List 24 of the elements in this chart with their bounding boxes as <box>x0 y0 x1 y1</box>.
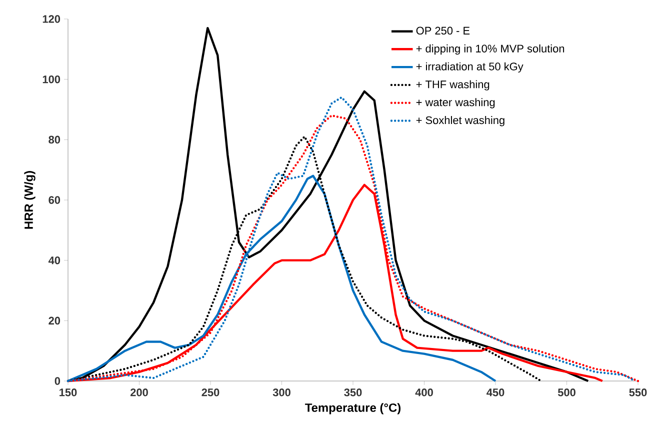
y-tick-label: 0 <box>54 377 60 385</box>
y-tick-label: 100 <box>42 75 60 84</box>
y-axis-title: HRR (W/g) <box>24 171 36 229</box>
x-tick-label: 400 <box>415 388 433 396</box>
legend-label: + Soxhlet washing <box>416 116 504 126</box>
x-tick-label: 150 <box>60 388 77 396</box>
legend-label: + water washing <box>416 98 495 108</box>
x-tick-label: 300 <box>272 388 290 396</box>
x-tick-label: 250 <box>202 388 220 396</box>
x-tick-label: 450 <box>486 388 504 396</box>
legend-label: + THF washing <box>416 80 490 90</box>
y-tick-label: 60 <box>48 196 60 204</box>
x-tick-label: 550 <box>629 388 647 396</box>
x-tick-label: 500 <box>558 388 576 396</box>
legend-label: + dipping in 10% MVP solution <box>416 44 564 55</box>
y-tick-label: 40 <box>48 256 60 264</box>
x-axis-title: Temperature (°C) <box>305 403 401 414</box>
x-tick-label: 350 <box>344 388 362 396</box>
x-tick-label: 200 <box>130 388 148 396</box>
legend-label: OP 250 - E <box>416 26 470 35</box>
y-tick-label: 80 <box>48 136 60 144</box>
y-tick-label: 20 <box>48 316 60 325</box>
y-tick-label: 120 <box>42 15 60 23</box>
legend-label: + irradiation at 50 kGy <box>416 62 524 73</box>
